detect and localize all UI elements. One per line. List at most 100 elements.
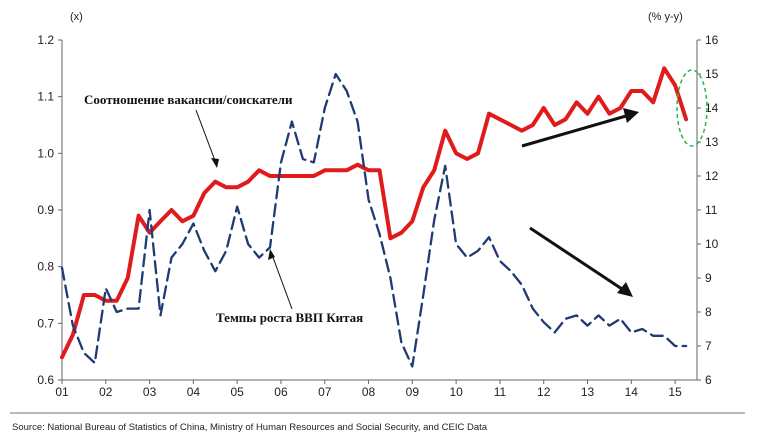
data-point-gdp-growth [61, 267, 63, 269]
data-point-vacancy-ratio [663, 67, 665, 69]
data-point-gdp-growth [422, 294, 424, 296]
data-point-vacancy-ratio [499, 118, 501, 120]
data-point-vacancy-ratio [203, 192, 205, 194]
data-point-vacancy-ratio [411, 220, 413, 222]
gdp-pointer-arrow [268, 249, 293, 310]
data-point-gdp-growth [193, 223, 195, 225]
data-point-gdp-growth [72, 325, 74, 327]
data-point-vacancy-ratio [609, 113, 611, 115]
data-point-vacancy-ratio [368, 169, 370, 171]
data-point-vacancy-ratio [543, 107, 545, 109]
data-point-vacancy-ratio [521, 130, 523, 132]
data-point-gdp-growth [138, 308, 140, 310]
x-axis-ticks: 01 02 03 04 05 06 07 08 09 10 11 12 13 14 15 [55, 380, 682, 399]
data-point-vacancy-ratio [83, 294, 85, 296]
right-axis-tick-label: 14 [705, 101, 719, 115]
downward-trend-arrow [529, 226, 633, 297]
data-point-vacancy-ratio [576, 101, 578, 103]
data-point-vacancy-ratio [61, 356, 63, 358]
data-point-gdp-growth [674, 345, 676, 347]
data-point-gdp-growth [488, 236, 490, 238]
data-point-vacancy-ratio [324, 169, 326, 171]
data-point-gdp-growth [521, 284, 523, 286]
data-point-gdp-growth [357, 121, 359, 123]
data-point-gdp-growth [663, 335, 665, 337]
data-point-gdp-growth [83, 352, 85, 354]
data-point-vacancy-ratio [565, 118, 567, 120]
left-axis-tick-label: 0.7 [37, 316, 54, 330]
data-point-gdp-growth [127, 308, 129, 310]
data-point-vacancy-ratio [225, 186, 227, 188]
data-point-gdp-growth [565, 318, 567, 320]
x-axis-tick-label: 01 [55, 385, 69, 399]
data-point-gdp-growth [313, 162, 315, 164]
data-point-vacancy-ratio [291, 175, 293, 177]
x-axis-tick-label: 06 [274, 385, 288, 399]
x-axis-tick-label: 13 [581, 385, 595, 399]
data-point-gdp-growth [105, 287, 107, 289]
data-point-gdp-growth [499, 260, 501, 262]
data-point-gdp-growth [390, 277, 392, 279]
data-point-vacancy-ratio [94, 294, 96, 296]
data-point-gdp-growth [247, 243, 249, 245]
data-point-vacancy-ratio [587, 113, 589, 115]
left-axis-tick-label: 1.0 [37, 146, 54, 160]
data-point-vacancy-ratio [379, 169, 381, 171]
data-point-gdp-growth [116, 311, 118, 313]
data-point-gdp-growth [598, 315, 600, 317]
data-point-vacancy-ratio [127, 277, 129, 279]
data-point-vacancy-ratio [532, 124, 534, 126]
data-point-vacancy-ratio [510, 124, 512, 126]
data-point-gdp-growth [433, 219, 435, 221]
data-point-gdp-growth [411, 366, 413, 368]
data-point-gdp-growth [554, 332, 556, 334]
data-point-gdp-growth [225, 250, 227, 252]
right-axis-tick-label: 13 [705, 135, 719, 149]
data-point-vacancy-ratio [433, 169, 435, 171]
data-point-vacancy-ratio [302, 175, 304, 177]
data-point-gdp-growth [182, 243, 184, 245]
data-point-vacancy-ratio [105, 300, 107, 302]
data-point-vacancy-ratio [401, 232, 403, 234]
data-point-gdp-growth [280, 162, 282, 164]
data-point-gdp-growth [401, 342, 403, 344]
data-point-gdp-growth [455, 243, 457, 245]
left-axis-tick-label: 0.6 [37, 373, 54, 387]
data-point-vacancy-ratio [138, 215, 140, 217]
right-axis-tick-label: 12 [705, 169, 719, 183]
left-axis-ticks: 0.6 0.7 0.8 0.9 1.0 1.1 1.2 [37, 33, 62, 387]
series-line-gdp-growth [60, 72, 688, 368]
data-point-gdp-growth [236, 206, 238, 208]
right-axis-tick-label: 7 [705, 339, 712, 353]
data-point-vacancy-ratio [685, 118, 687, 120]
source-note: Source: National Bureau of Statistics of… [12, 422, 488, 433]
x-axis-tick-label: 03 [143, 385, 157, 399]
data-point-vacancy-ratio [247, 181, 249, 183]
data-point-gdp-growth [543, 321, 545, 323]
data-point-vacancy-ratio [171, 209, 173, 211]
x-axis-tick-label: 11 [494, 385, 507, 399]
data-point-vacancy-ratio [422, 186, 424, 188]
left-axis-tick-label: 1.2 [37, 33, 54, 47]
data-point-vacancy-ratio [598, 96, 600, 98]
left-axis-tick-label: 1.1 [37, 90, 54, 104]
upward-trend-arrow [521, 108, 639, 148]
data-point-vacancy-ratio [390, 237, 392, 239]
data-point-gdp-growth [444, 165, 446, 167]
series-line-vacancy-ratio [60, 66, 689, 360]
data-point-gdp-growth [335, 73, 337, 75]
x-axis-tick-label: 14 [625, 385, 639, 399]
data-point-gdp-growth [346, 90, 348, 92]
data-point-gdp-growth [291, 121, 293, 123]
x-axis-tick-label: 10 [449, 385, 463, 399]
right-axis-unit: (% y-y) [648, 11, 683, 23]
data-point-gdp-growth [214, 270, 216, 272]
data-point-vacancy-ratio [477, 152, 479, 154]
data-point-vacancy-ratio [214, 181, 216, 183]
data-point-gdp-growth [269, 247, 271, 249]
data-point-vacancy-ratio [160, 220, 162, 222]
data-point-gdp-growth [160, 315, 162, 317]
data-point-vacancy-ratio [182, 220, 184, 222]
right-axis-tick-label: 6 [705, 373, 712, 387]
